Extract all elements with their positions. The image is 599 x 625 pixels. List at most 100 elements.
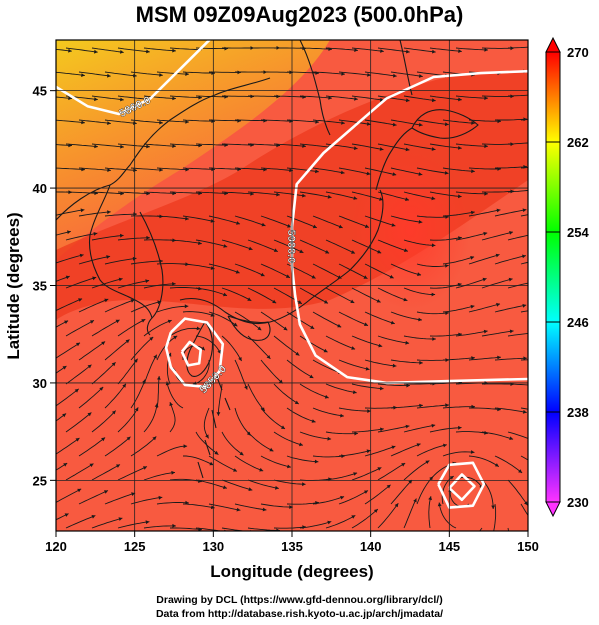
streamline-arrow: [111, 362, 116, 367]
streamline-arrow: [401, 463, 406, 467]
streamline: [468, 167, 502, 170]
streamline: [260, 119, 294, 122]
streamline-arrow: [562, 186, 566, 190]
credit-data-source: Data from http://database.rish.kyoto-u.a…: [155, 608, 444, 620]
streamline: [91, 464, 121, 481]
streamline-arrow: [471, 121, 475, 125]
streamline: [429, 95, 462, 101]
streamline: [377, 287, 408, 302]
streamline-arrow: [449, 476, 454, 480]
streamline: [65, 463, 94, 481]
streamline: [182, 311, 215, 317]
streamline-arrow: [389, 274, 394, 279]
streamline-arrow: [131, 492, 136, 496]
x-tick-label: 120: [45, 539, 67, 554]
streamline-arrow: [118, 277, 123, 282]
height-contour: [448, 473, 476, 502]
streamline: [117, 47, 150, 53]
streamline-arrow: [417, 272, 421, 277]
streamline: [169, 327, 201, 337]
streamline: [56, 320, 69, 328]
streamline: [143, 143, 176, 147]
streamline: [312, 407, 344, 417]
streamline-arrow: [111, 410, 116, 415]
streamline-arrow: [354, 48, 358, 52]
streamline: [143, 471, 176, 481]
streamline-arrow: [68, 48, 72, 53]
height-contour: [180, 340, 202, 367]
streamline-arrow: [325, 250, 330, 254]
streamline-arrow: [167, 352, 172, 357]
streamline: [469, 407, 501, 411]
streamline: [455, 278, 487, 289]
streamline-arrow: [354, 97, 358, 101]
streamline: [182, 167, 216, 170]
streamline: [169, 401, 176, 433]
streamline-arrow: [392, 122, 397, 127]
streamline-arrow: [340, 170, 345, 175]
streamline: [247, 527, 280, 531]
streamline-arrow: [289, 505, 293, 509]
streamline-arrow: [562, 282, 566, 286]
streamline-arrow: [125, 339, 130, 344]
coastlines: [56, 40, 479, 479]
streamline-arrow: [471, 169, 475, 174]
streamline-arrow: [126, 436, 131, 441]
streamline-arrow: [104, 298, 109, 303]
streamline: [351, 191, 384, 201]
streamline: [351, 287, 381, 303]
streamline: [104, 71, 137, 77]
streamline: [455, 476, 483, 490]
streamline-arrow: [536, 93, 540, 97]
streamline: [169, 191, 203, 194]
streamline-arrow: [167, 319, 172, 324]
streamline-arrow: [562, 91, 566, 95]
streamline: [520, 214, 528, 217]
streamline: [377, 335, 410, 344]
streamline: [338, 311, 369, 327]
streamline-arrow: [419, 360, 423, 365]
streamline: [273, 479, 306, 485]
streamline: [273, 383, 300, 405]
streamline-arrow: [416, 443, 421, 447]
streamline-arrow: [376, 299, 381, 303]
streamline: [377, 425, 410, 433]
streamline-arrow: [418, 220, 423, 224]
streamline: [143, 403, 158, 433]
streamline-arrow: [315, 169, 319, 174]
streamline-arrow: [209, 461, 214, 466]
streamline: [273, 431, 304, 446]
streamline: [208, 119, 242, 122]
x-tick-label: 150: [517, 539, 539, 554]
streamline-arrow: [418, 172, 423, 176]
streamline-arrow: [145, 520, 150, 525]
streamline: [130, 379, 146, 409]
streamline: [299, 143, 332, 148]
streamline: [312, 71, 345, 75]
streamline-arrow: [364, 490, 368, 494]
streamline: [325, 335, 356, 350]
streamline-arrow: [391, 223, 396, 227]
streamline: [182, 215, 215, 223]
streamline-arrow: [165, 381, 170, 386]
streamline: [56, 209, 85, 216]
streamline: [273, 191, 306, 197]
streamline: [56, 275, 70, 282]
streamline-arrow: [198, 241, 202, 245]
streamline: [299, 95, 332, 99]
streamline-arrow: [523, 356, 527, 361]
streamline-arrow: [87, 412, 92, 417]
streamline-arrow: [133, 168, 137, 173]
streamline-arrow: [283, 326, 288, 331]
streamline-arrow: [62, 413, 67, 418]
streamline-arrow: [445, 264, 449, 268]
streamline: [195, 527, 225, 531]
streamline-arrow: [536, 188, 540, 192]
streamline-arrow: [299, 442, 303, 447]
streamline-arrow: [311, 419, 316, 423]
streamline-arrow: [79, 253, 84, 258]
streamline: [507, 431, 528, 439]
streamline: [91, 95, 124, 101]
streamline: [56, 48, 72, 52]
streamline-arrow: [575, 67, 579, 71]
